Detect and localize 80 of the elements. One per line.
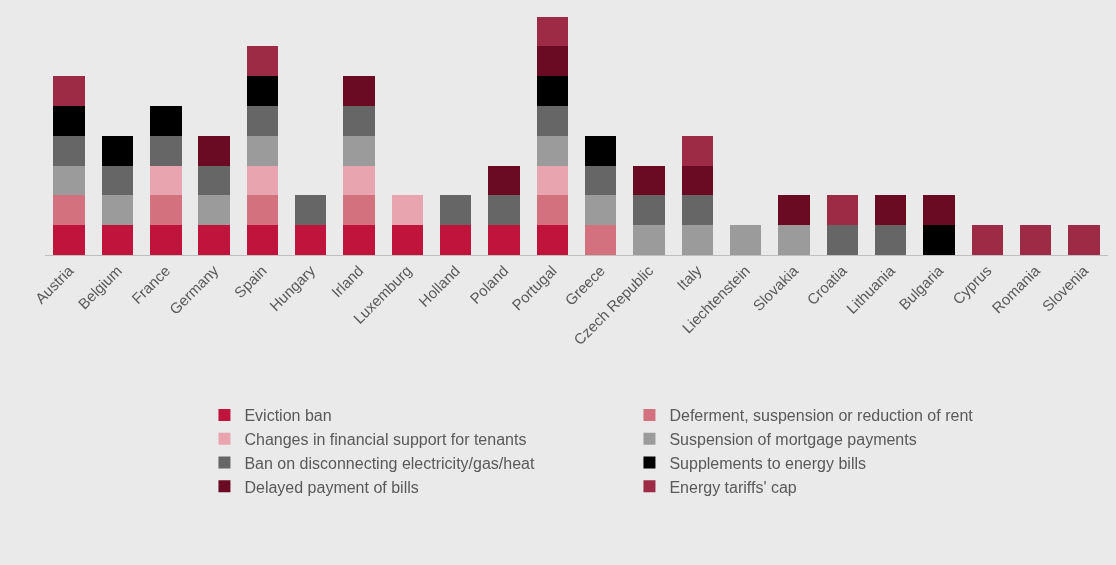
bar: [681, 225, 713, 255]
bar: [150, 225, 182, 255]
bar: [198, 165, 230, 196]
legend-label: Ban on disconnecting electricity/gas/heat: [244, 454, 535, 472]
bar: [488, 225, 520, 255]
bar: [536, 16, 569, 47]
bar: [826, 225, 858, 255]
bar: [343, 135, 375, 166]
bar: [923, 195, 955, 226]
bar: [681, 135, 713, 166]
bar: [874, 195, 907, 226]
bar: [778, 195, 810, 226]
bar: [584, 165, 617, 196]
legend-label: Delayed payment of bills: [244, 478, 419, 496]
bar: [729, 225, 762, 255]
bar: [536, 76, 569, 106]
bar: [101, 165, 134, 196]
bar: [633, 225, 665, 255]
bar: [343, 105, 375, 136]
legend-label: Suspension of mortgage payments: [669, 431, 917, 449]
bar: [536, 195, 569, 226]
bar: [101, 135, 134, 166]
bar: [971, 225, 1003, 255]
bar: [246, 195, 279, 226]
bar: [536, 46, 569, 77]
bar: [295, 225, 327, 255]
bar: [343, 225, 375, 255]
bar: [633, 165, 665, 196]
bar: [826, 195, 858, 226]
bar: [101, 225, 134, 255]
bar: [150, 165, 182, 196]
bar: [584, 225, 617, 255]
legend-label: Changes in financial support for tenants: [244, 431, 527, 449]
bar: [440, 195, 472, 226]
bar: [440, 225, 472, 255]
bar: [681, 165, 713, 196]
bar: [923, 225, 955, 255]
bar: [198, 225, 230, 255]
bar: [874, 225, 907, 255]
bar: [246, 105, 279, 136]
bar: [1019, 225, 1052, 255]
bar: [150, 195, 182, 226]
legend-label: Deferment, suspension or reduction of rent: [669, 407, 974, 425]
bar: [53, 105, 85, 136]
bar: [536, 225, 569, 255]
bar: [246, 135, 279, 166]
bar: [246, 165, 279, 196]
bar: [198, 195, 230, 226]
legend-label: Energy tariffs' cap: [669, 478, 797, 496]
bar: [343, 195, 375, 226]
bar: [101, 195, 134, 226]
bar: [53, 225, 85, 255]
bar: [633, 195, 665, 226]
bar: [53, 76, 85, 106]
bar: [53, 195, 85, 226]
bar: [246, 46, 279, 77]
bar: [246, 225, 279, 255]
bar: [584, 195, 617, 226]
bar: [150, 105, 182, 136]
bar: [536, 165, 569, 196]
bar: [536, 135, 569, 166]
bar: [198, 135, 230, 166]
bar: [295, 195, 327, 226]
bar: [343, 76, 375, 106]
bar: [343, 165, 375, 196]
bar: [488, 165, 520, 196]
bar: [681, 195, 713, 226]
bar: [536, 105, 569, 136]
bar: [246, 76, 279, 106]
bar: [778, 225, 810, 255]
bar: [1068, 225, 1100, 255]
bar: [488, 195, 520, 226]
bar: [391, 195, 424, 226]
bar: [150, 135, 182, 166]
legend-label: Supplements to energy bills: [669, 454, 867, 472]
bar: [53, 165, 85, 196]
legend-label: Eviction ban: [244, 407, 332, 425]
bar: [391, 225, 424, 255]
bar: [584, 135, 617, 166]
bar: [53, 135, 85, 166]
